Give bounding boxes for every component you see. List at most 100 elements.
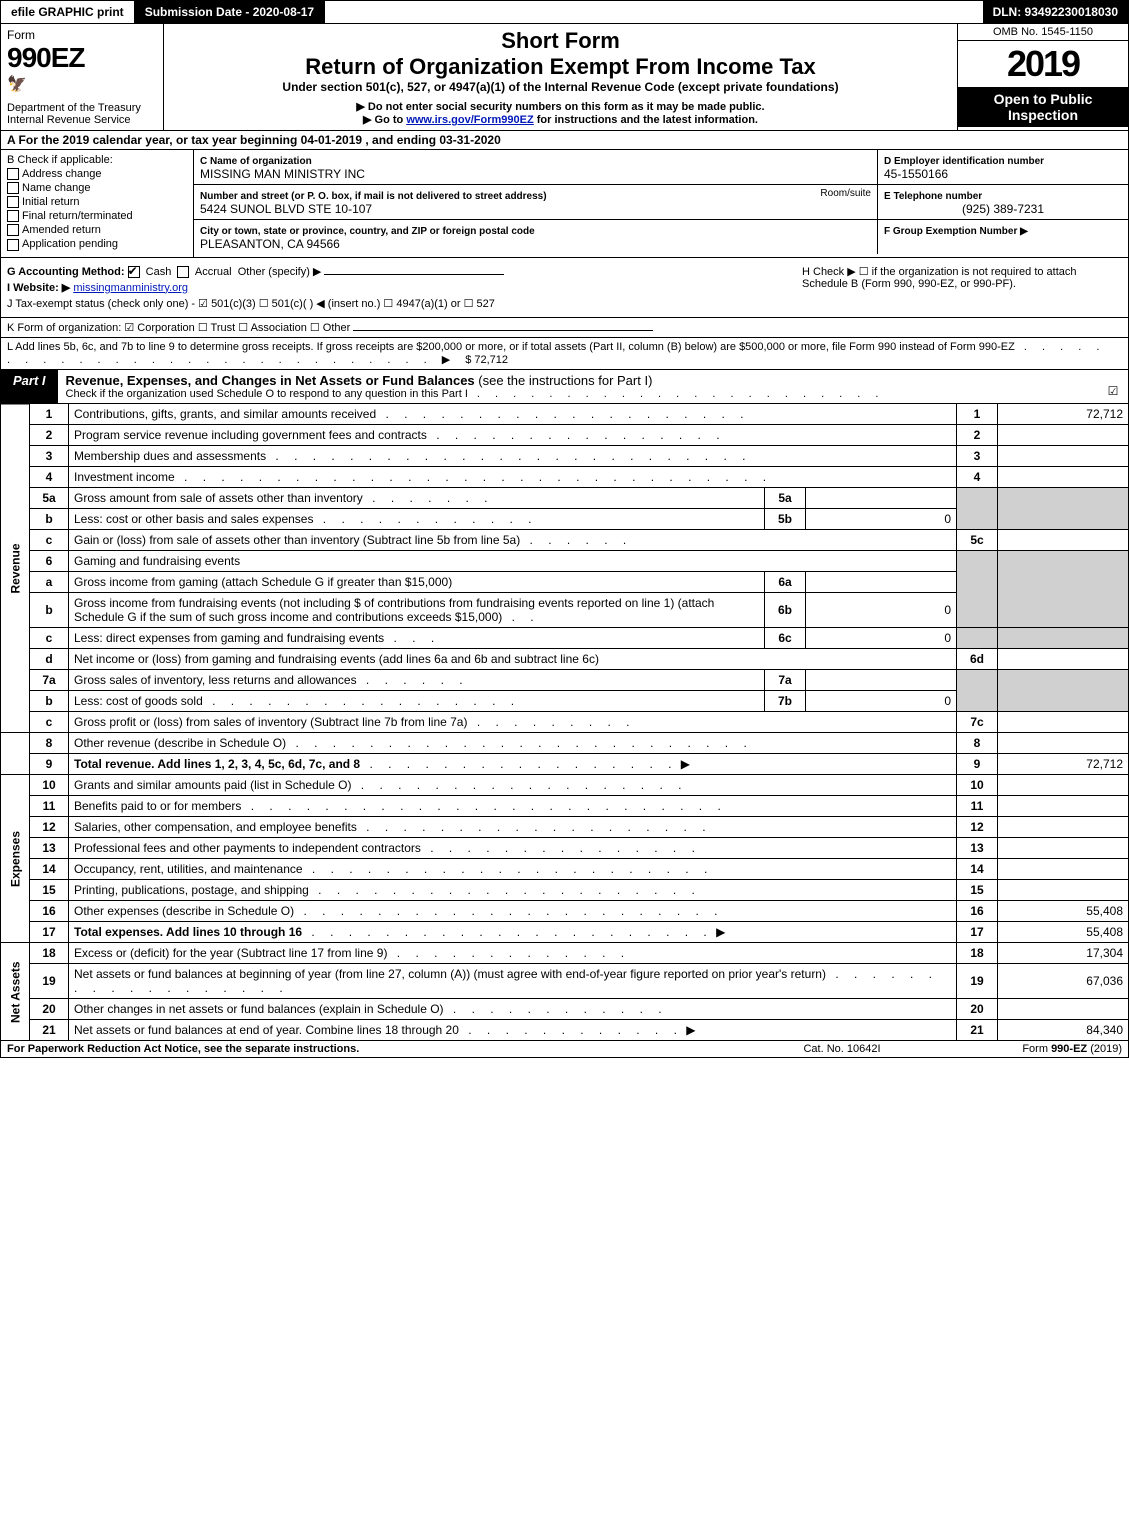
line-16-col: 16 — [957, 901, 998, 922]
org-address: 5424 SUNOL BLVD STE 10-107 — [200, 202, 372, 216]
line-2-no: 2 — [30, 425, 69, 446]
line-14-val — [998, 859, 1129, 880]
line-9-val: 72,712 — [998, 754, 1129, 775]
line-6-no: 6 — [30, 551, 69, 572]
line-13-col: 13 — [957, 838, 998, 859]
line-19-desc: Net assets or fund balances at beginning… — [69, 964, 957, 999]
line-5c-desc: Gain or (loss) from sale of assets other… — [69, 530, 957, 551]
efile-print-button[interactable]: efile GRAPHIC print — [1, 1, 135, 23]
line-5a-desc: Gross amount from sale of assets other t… — [69, 488, 765, 509]
line-13-val — [998, 838, 1129, 859]
irs-link[interactable]: www.irs.gov/Form990EZ — [406, 114, 533, 126]
chk-name-change[interactable]: Name change — [7, 182, 187, 194]
chk-application-pending[interactable]: Application pending — [7, 238, 187, 250]
section-b: B Check if applicable: Address change Na… — [1, 150, 194, 257]
form-label: Form — [7, 28, 157, 42]
chk-accrual[interactable] — [177, 266, 189, 278]
line-19-col: 19 — [957, 964, 998, 999]
chk-final-return[interactable]: Final return/terminated — [7, 210, 187, 222]
chk-initial-return[interactable]: Initial return — [7, 196, 187, 208]
line-6d-val — [998, 649, 1129, 670]
net-assets-side-label: Net Assets — [1, 943, 30, 1041]
line-15-desc: Printing, publications, postage, and shi… — [69, 880, 957, 901]
line-11-desc: Benefits paid to or for members . . . . … — [69, 796, 957, 817]
line-7c-val — [998, 712, 1129, 733]
line-18-col: 18 — [957, 943, 998, 964]
line-6b-no: b — [30, 593, 69, 628]
line-14-desc: Occupancy, rent, utilities, and maintena… — [69, 859, 957, 880]
line-3-val — [998, 446, 1129, 467]
ein-cell: D Employer identification number 45-1550… — [878, 150, 1128, 185]
line-7a-no: 7a — [30, 670, 69, 691]
line-10-desc: Grants and similar amounts paid (list in… — [69, 775, 957, 796]
line-17-no: 17 — [30, 922, 69, 943]
line-17-col: 17 — [957, 922, 998, 943]
line-9-desc: Total revenue. Add lines 1, 2, 3, 4, 5c,… — [69, 754, 957, 775]
line-16-desc: Other expenses (describe in Schedule O) … — [69, 901, 957, 922]
schedule-b-check: H Check ▶ ☐ if the organization is not r… — [802, 265, 1122, 290]
line-15-col: 15 — [957, 880, 998, 901]
line-7b-inno: 7b — [765, 691, 806, 712]
line-14-no: 14 — [30, 859, 69, 880]
line-7a-desc: Gross sales of inventory, less returns a… — [69, 670, 765, 691]
line-5b-desc: Less: cost or other basis and sales expe… — [69, 509, 765, 530]
org-name: MISSING MAN MINISTRY INC — [200, 167, 365, 181]
line-7b-no: b — [30, 691, 69, 712]
line-18-val: 17,304 — [998, 943, 1129, 964]
part1-table: Revenue 1 Contributions, gifts, grants, … — [0, 404, 1129, 1042]
form-title: Return of Organization Exempt From Incom… — [168, 54, 953, 80]
chk-cash[interactable] — [128, 266, 140, 278]
line-6a-desc: Gross income from gaming (attach Schedul… — [69, 572, 765, 593]
line-11-val — [998, 796, 1129, 817]
form-subtitle: Under section 501(c), 527, or 4947(a)(1)… — [168, 80, 953, 94]
top-bar: efile GRAPHIC print Submission Date - 20… — [0, 0, 1129, 24]
line-6b-inval: 0 — [806, 593, 957, 628]
org-city-cell: City or town, state or province, country… — [194, 220, 878, 254]
line-16-val: 55,408 — [998, 901, 1129, 922]
line-5a-inno: 5a — [765, 488, 806, 509]
line-12-no: 12 — [30, 817, 69, 838]
line-8-no: 8 — [30, 733, 69, 754]
info-block: B Check if applicable: Address change Na… — [0, 150, 1129, 258]
tax-year: 2019 — [958, 41, 1128, 87]
line-6a-inval — [806, 572, 957, 593]
line-20-col: 20 — [957, 999, 998, 1020]
footer-left: For Paperwork Reduction Act Notice, see … — [7, 1043, 742, 1055]
line-5c-col: 5c — [957, 530, 998, 551]
phone-value: (925) 389-7231 — [884, 202, 1122, 216]
line-5ab-shade — [957, 488, 998, 530]
open-to-public: Open to Public Inspection — [958, 87, 1128, 127]
line-5b-inval: 0 — [806, 509, 957, 530]
line-4-col: 4 — [957, 467, 998, 488]
tax-exempt-status: J Tax-exempt status (check only one) - ☑… — [7, 297, 792, 310]
line-3-col: 3 — [957, 446, 998, 467]
line-6d-desc: Net income or (loss) from gaming and fun… — [69, 649, 957, 670]
line-21-no: 21 — [30, 1020, 69, 1041]
line-8-val — [998, 733, 1129, 754]
ein-value: 45-1550166 — [884, 167, 948, 181]
line-9-col: 9 — [957, 754, 998, 775]
line-6-desc: Gaming and fundraising events — [69, 551, 957, 572]
irs-link-note: ▶ Go to www.irs.gov/Form990EZ for instru… — [168, 113, 953, 126]
part1-schedule-o-check[interactable]: ☑ — [1098, 370, 1128, 403]
agency-label: Department of the Treasury Internal Reve… — [7, 102, 141, 126]
line-5a-inval — [806, 488, 957, 509]
line-21-val: 84,340 — [998, 1020, 1129, 1041]
line-6c-desc: Less: direct expenses from gaming and fu… — [69, 628, 765, 649]
line-6c-inno: 6c — [765, 628, 806, 649]
chk-address-change[interactable]: Address change — [7, 168, 187, 180]
section-b-heading: B Check if applicable: — [7, 154, 187, 166]
line-20-desc: Other changes in net assets or fund bala… — [69, 999, 957, 1020]
line-4-no: 4 — [30, 467, 69, 488]
line-7b-desc: Less: cost of goods sold . . . . . . . .… — [69, 691, 765, 712]
group-exemption-cell: F Group Exemption Number ▶ — [878, 220, 1128, 240]
section-ghij: G Accounting Method: Cash Accrual Other … — [0, 258, 1129, 318]
line-1-desc: Contributions, gifts, grants, and simila… — [69, 404, 957, 425]
line-17-val: 55,408 — [998, 922, 1129, 943]
submission-date-button[interactable]: Submission Date - 2020-08-17 — [135, 1, 325, 23]
line-6c-no: c — [30, 628, 69, 649]
line-18-no: 18 — [30, 943, 69, 964]
chk-amended-return[interactable]: Amended return — [7, 224, 187, 236]
website-link[interactable]: missingmanministry.org — [73, 282, 188, 294]
form-number: 990EZ — [7, 42, 157, 74]
